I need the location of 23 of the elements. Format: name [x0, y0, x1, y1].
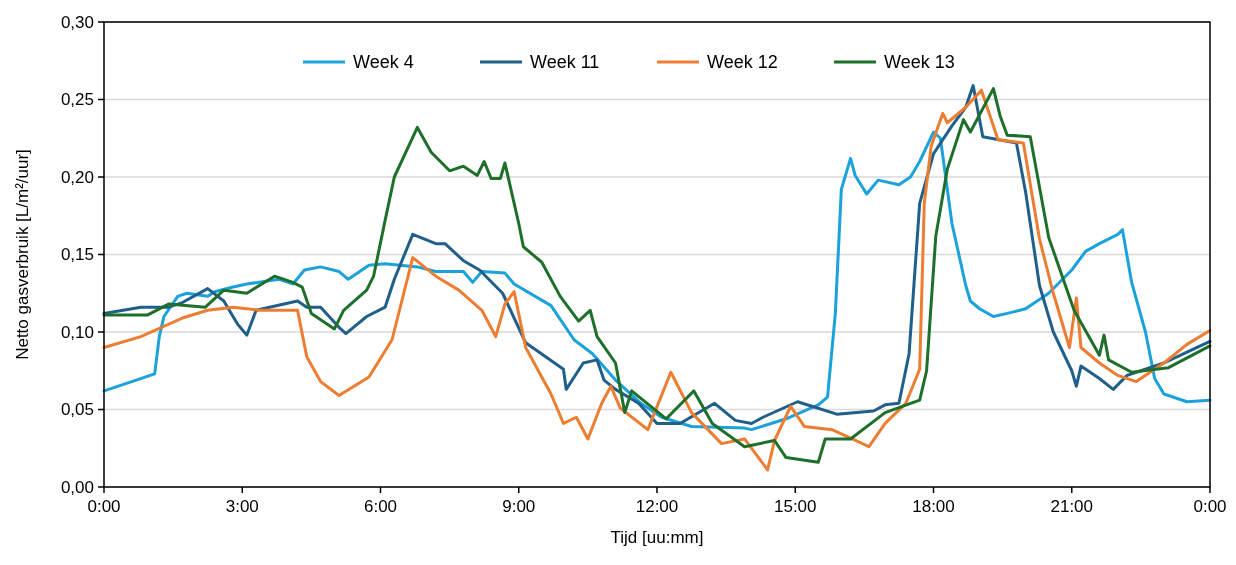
x-tick-label: 3:00 [225, 497, 259, 516]
legend-label: Week 11 [530, 52, 600, 73]
y-tick-label: 0,00 [60, 477, 94, 497]
x-tick-label: 15:00 [773, 497, 817, 516]
line-series [102, 130, 1212, 432]
y-tick-label: 0,05 [60, 400, 94, 420]
x-tick-label: 12:00 [635, 497, 679, 516]
y-tick-label: 0,30 [60, 12, 94, 32]
y-tick-label: 0,10 [60, 322, 94, 342]
x-tick-label: 0:00 [87, 497, 121, 516]
legend-label: Week 4 [353, 52, 414, 73]
x-tick-label: 9:00 [502, 497, 536, 516]
y-tick-label: 0,25 [60, 90, 94, 110]
x-tick-label: 21:00 [1050, 497, 1094, 516]
x-tick-label: 18:00 [912, 497, 955, 516]
y-tick-label: 0,15 [60, 245, 94, 265]
legend-label: Week 12 [707, 52, 778, 73]
x-tick-label: 6:00 [363, 497, 398, 516]
y-tick-label: 0,20 [60, 167, 94, 187]
legend-label: Week 13 [884, 52, 955, 73]
x-tick-label: 0:00 [1193, 497, 1227, 516]
x-axis-title: Tijd [uu:mm] [610, 528, 704, 547]
y-axis-title: Netto gasverbruik [L/m²/uur] [13, 149, 32, 360]
